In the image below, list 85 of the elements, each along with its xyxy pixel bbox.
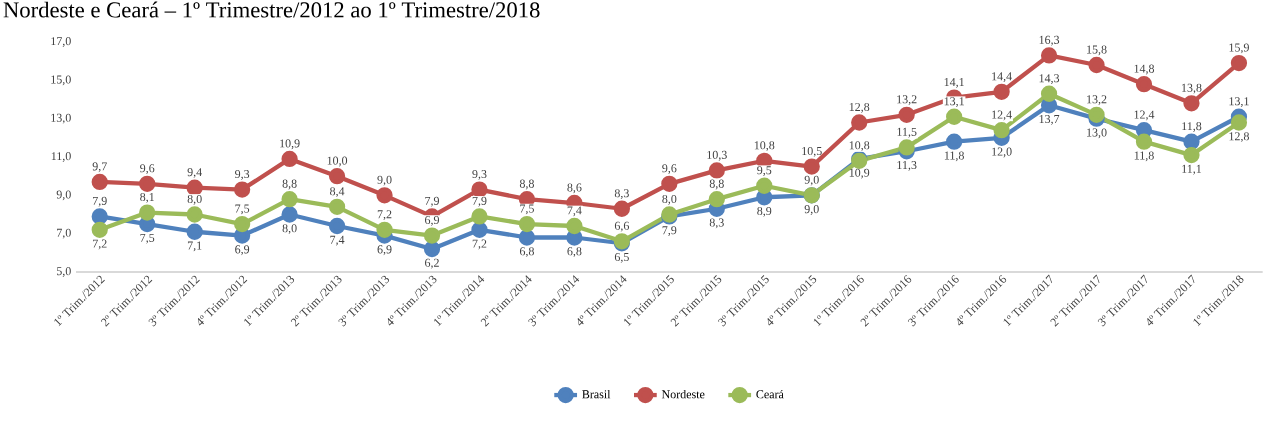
data-label: 10,9 [280,139,300,150]
data-label: 10,3 [707,150,727,161]
y-tick-label: 15,0 [51,75,71,86]
data-label: 8,6 [567,183,582,194]
data-label: 12,0 [992,147,1012,158]
data-label: 9,6 [140,164,155,175]
data-label: 9,5 [757,166,772,176]
data-label: 8,8 [709,179,724,190]
data-label: 6,8 [567,247,582,258]
data-label: 12,8 [1229,132,1249,143]
data-label: 14,1 [944,78,964,88]
data-label: 11,8 [1182,122,1202,132]
data-label: 13,2 [897,95,917,106]
data-label: 7,9 [93,196,107,207]
data-label: 10,9 [849,168,870,179]
data-label: 14,3 [1039,74,1060,84]
legend-label: Ceará [756,389,784,399]
data-label: 6,9 [377,245,392,256]
legend-label: Brasil [582,389,611,399]
data-label: 11,5 [897,127,917,138]
data-label: 10,0 [327,156,348,167]
y-tick-label: 7,0 [57,228,71,239]
data-label: 12,4 [1134,110,1155,121]
data-label: 12,4 [992,110,1012,121]
data-label: 7,5 [140,233,155,244]
y-tick-label: 9,0 [56,190,71,201]
data-label: 6,2 [425,258,439,269]
data-label: 9,3 [235,170,250,180]
data-label: 13,0 [1087,128,1107,139]
data-label: 8,3 [709,218,724,229]
data-label: 9,4 [187,168,202,178]
data-label: 8,4 [330,187,345,198]
data-label: 7,2 [93,239,107,250]
legend-label: Nordeste [661,389,705,399]
data-label: 8,0 [187,194,202,205]
data-label: 8,1 [140,192,154,203]
data-label: 6,9 [425,216,439,226]
data-label: 15,9 [1229,43,1249,54]
data-label: 13,8 [1182,83,1202,94]
data-label: 6,5 [614,253,629,263]
data-label: 7,4 [330,235,345,246]
y-tick-label: 17,0 [51,37,71,47]
data-label: 7,4 [567,206,582,217]
data-label: 16,3 [1039,35,1060,46]
data-label: 12,8 [849,102,870,113]
y-tick-label: 11,0 [51,152,71,162]
data-label: 8,9 [757,206,772,217]
data-label: 9,0 [804,175,819,186]
data-label: 7,2 [377,210,392,221]
data-label: 7,5 [520,204,534,215]
y-tick-label: 5,0 [56,267,71,277]
data-label: 11,1 [1182,164,1202,175]
data-label: 7,9 [425,196,439,207]
data-label: 7,9 [472,196,487,207]
data-label: 8,0 [662,194,677,205]
data-label: 11,3 [897,161,917,171]
data-label: 11,8 [1134,151,1154,162]
data-label: 14,4 [992,72,1012,83]
data-label: 13,1 [1229,97,1249,107]
data-label: 7,1 [187,241,202,252]
data-label: 10,8 [754,141,775,152]
data-label: 9,0 [804,205,819,215]
data-label: 7,2 [472,239,487,250]
data-label: 11,8 [944,151,964,162]
data-label: 6,6 [614,221,630,232]
data-label: 9,7 [92,162,107,173]
chart-title: Nordeste e Ceará – 1º Trimestre/2012 ao 1º Trimestre/2018 [3,1,540,18]
data-label: 13,2 [1087,95,1107,106]
data-label: 8,0 [282,224,297,235]
data-label: 14,8 [1134,64,1155,75]
data-label: 7,9 [662,226,677,236]
data-label: 6,8 [519,247,534,258]
data-label: 8,8 [282,179,297,190]
y-tick-label: 13,0 [51,113,71,124]
data-label: 6,9 [235,245,250,256]
data-label: 9,6 [662,164,677,175]
data-label: 8,8 [519,179,534,190]
data-label: 7,5 [235,204,250,215]
data-label: 9,3 [472,170,487,180]
data-label: 10,8 [849,141,870,152]
data-label: 8,3 [614,189,629,199]
data-label: 10,5 [802,147,822,157]
data-label: 9,0 [377,175,392,186]
data-label: 13,7 [1039,115,1060,125]
data-label: 15,8 [1087,45,1107,56]
